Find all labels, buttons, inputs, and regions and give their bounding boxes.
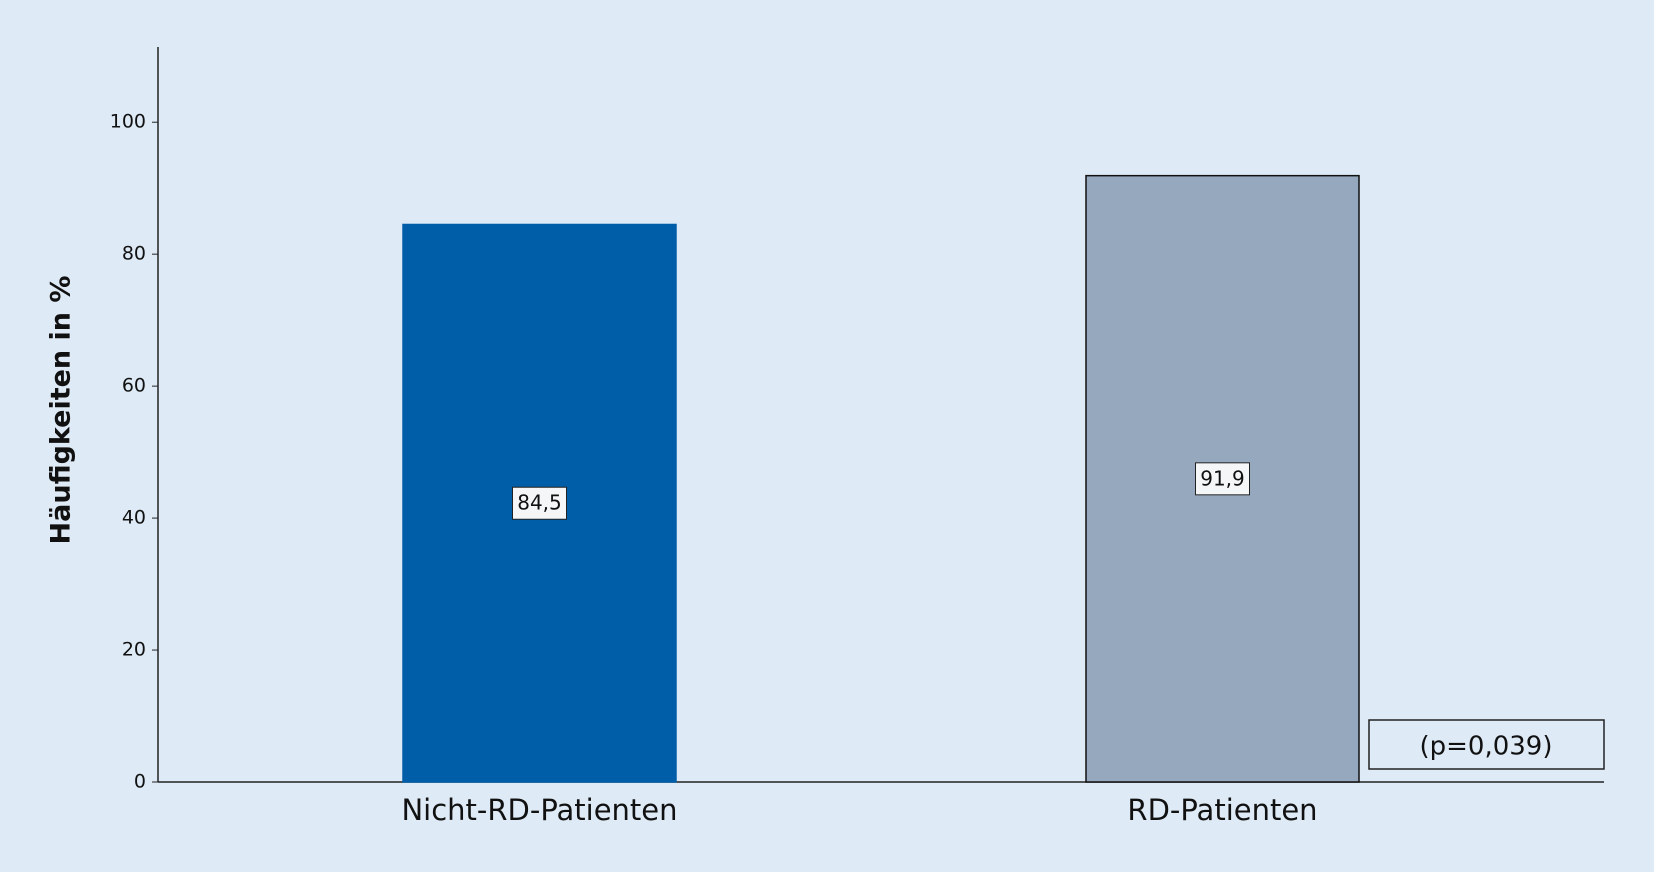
x-tick-label: RD-Patienten [1127, 793, 1317, 827]
value-label: 84,5 [517, 491, 562, 515]
x-tick-label: Nicht-RD-Patienten [401, 793, 677, 827]
y-tick-label: 0 [134, 771, 146, 793]
y-axis-label: Häufigkeiten in % [46, 276, 77, 545]
y-tick-label: 80 [122, 243, 146, 265]
value-label: 91,9 [1200, 466, 1245, 490]
y-tick-label: 60 [122, 375, 146, 397]
y-tick-label: 100 [110, 111, 146, 133]
annotation-box [1368, 719, 1605, 770]
y-tick-label: 40 [122, 507, 146, 529]
y-tick-label: 20 [122, 639, 146, 661]
value-label-box [512, 486, 567, 520]
value-label-box [1195, 462, 1250, 496]
annotation: (p=0,039) [1419, 732, 1552, 762]
